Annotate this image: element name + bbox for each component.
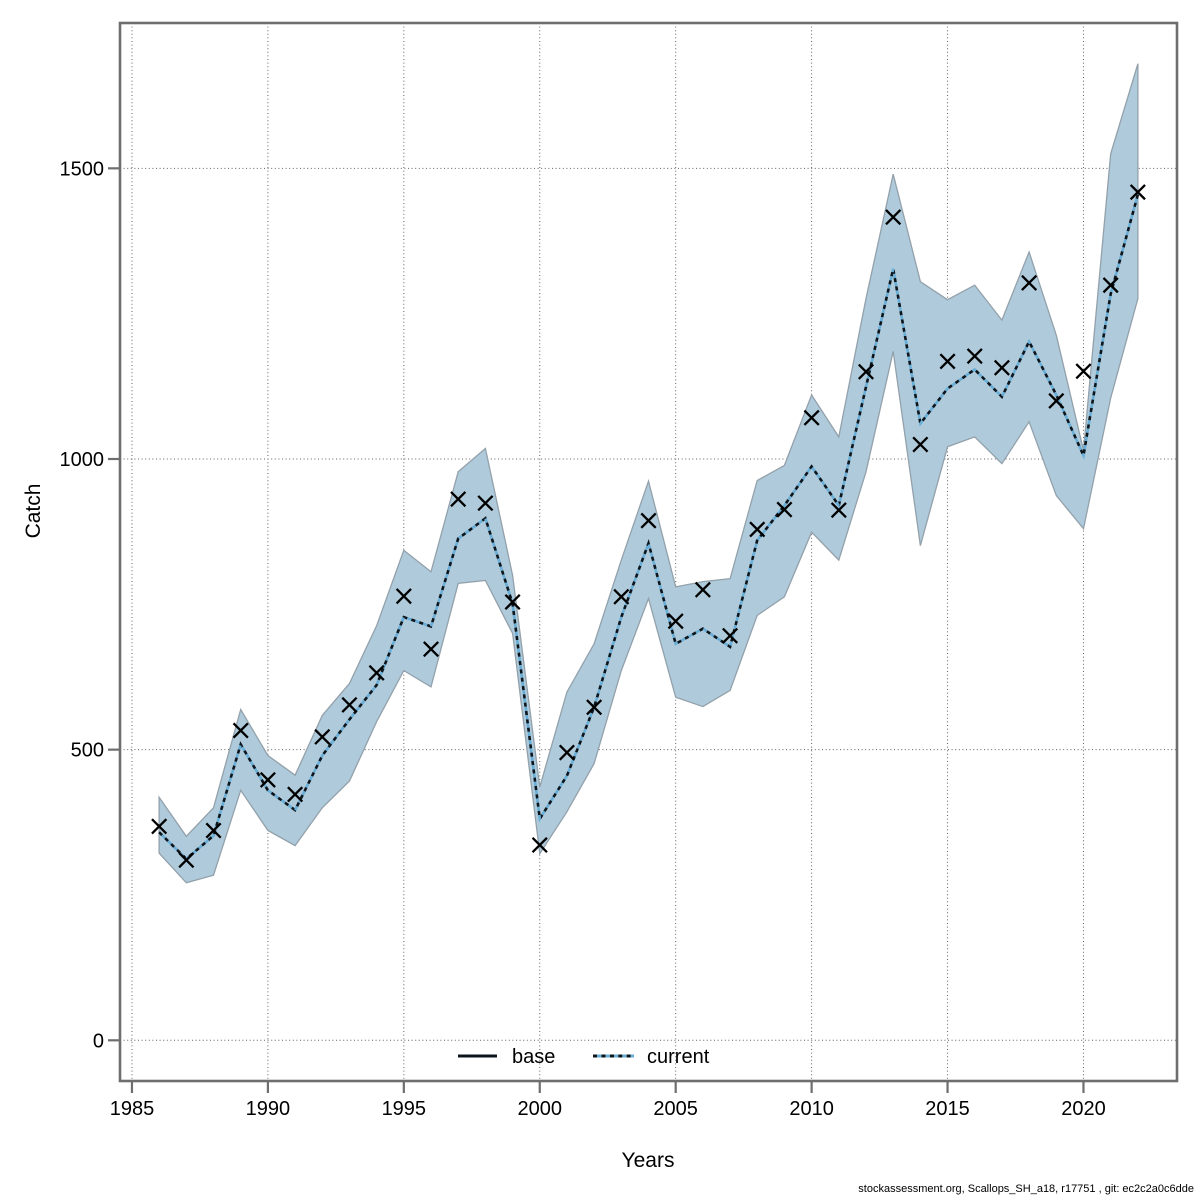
- catch-marker-x: [694, 581, 711, 598]
- catch-marker-x: [1102, 277, 1119, 294]
- catch-marker-x: [613, 588, 630, 605]
- legend-current-label: current: [647, 1046, 710, 1068]
- catch-marker-x: [939, 353, 956, 370]
- catch-marker-x: [722, 627, 739, 644]
- legend: base current: [458, 1046, 710, 1068]
- catch-marker-x: [368, 664, 385, 681]
- catch-marker-x: [504, 593, 521, 611]
- catch-marker-x: [776, 501, 793, 518]
- x-tick-label: 2015: [925, 1098, 970, 1120]
- catch-marker-x: [803, 409, 820, 426]
- catch-marker-x: [1129, 184, 1146, 201]
- catch-marker-x: [993, 359, 1010, 376]
- catch-marker-x: [1021, 274, 1038, 291]
- catch-marker-x: [450, 491, 467, 508]
- legend-base-label: base: [512, 1046, 555, 1068]
- y-tick-label: 0: [93, 1030, 104, 1052]
- catch-marker-x: [640, 512, 657, 529]
- catch-marker-x: [205, 822, 222, 839]
- x-axis-title: Years: [621, 1149, 675, 1172]
- catch-marker-x: [885, 209, 902, 226]
- base-line: [158, 194, 1140, 861]
- ci-band: [158, 63, 1139, 884]
- catch-marker-x: [1075, 363, 1092, 380]
- x-tick-label: 2000: [518, 1098, 563, 1120]
- catch-marker-x: [151, 818, 168, 835]
- plot-frame: [118, 21, 1179, 1083]
- catch-marker-x: [749, 521, 766, 538]
- y-tick-label: 1000: [60, 449, 105, 471]
- catch-marker-x: [259, 771, 276, 788]
- catch-marker-x: [314, 728, 331, 745]
- catch-marker-x: [966, 348, 983, 365]
- catch-marker-x: [1048, 392, 1065, 409]
- catch-marker-x: [232, 722, 249, 739]
- catch-markers: [151, 184, 1146, 869]
- catch-marker-x: [531, 836, 548, 853]
- catch-marker-x: [830, 502, 847, 519]
- x-tick-label: 1985: [110, 1098, 155, 1120]
- x-tick-label: 2020: [1061, 1098, 1106, 1120]
- catch-marker-x: [857, 363, 875, 380]
- x-tick-label: 1995: [382, 1098, 427, 1120]
- catch-marker-x: [422, 641, 440, 658]
- catch-marker-x: [558, 744, 575, 761]
- plot-footer: stockassessment.org, Scallops_SH_a18, r1…: [858, 1183, 1194, 1195]
- y-axis-title: Catch: [22, 483, 45, 539]
- x-tick-label: 1990: [246, 1098, 291, 1120]
- y-axis: 0 500 1000 1500: [60, 158, 119, 1052]
- y-tick-label: 1500: [60, 158, 105, 180]
- catch-marker-x: [341, 696, 358, 713]
- catch-marker-x: [178, 852, 195, 869]
- x-tick-label: 2005: [653, 1098, 698, 1120]
- catch-marker-x: [586, 699, 603, 716]
- current-line: [158, 194, 1140, 861]
- x-tick-label: 2010: [789, 1098, 834, 1120]
- catch-marker-x: [667, 613, 684, 630]
- y-tick-label: 500: [71, 740, 104, 762]
- catch-marker-x: [477, 495, 494, 512]
- catch-marker-x: [912, 436, 929, 453]
- catch-marker-x: [395, 588, 412, 605]
- catch-marker-x: [287, 786, 304, 803]
- x-axis: 1985 1990 1995 2000 2005 2010 2015 2020: [110, 1082, 1106, 1120]
